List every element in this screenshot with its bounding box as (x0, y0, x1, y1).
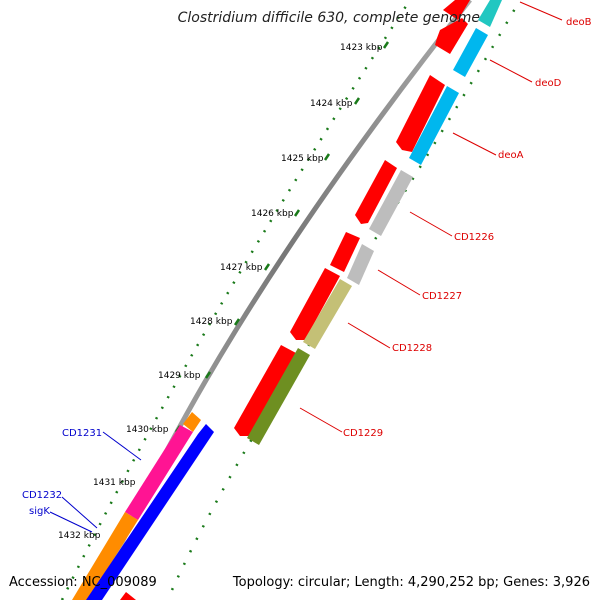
kbp-label-1424: 1424 kbp (310, 99, 353, 109)
kbp-label-1426: 1426 kbp (251, 209, 294, 219)
function-arrow-cyan-2 (409, 86, 459, 165)
tick-1424 (353, 97, 361, 105)
gene-CD1231-arrow[interactable] (86, 424, 214, 600)
genome-summary-text: Topology: circular; Length: 4,290,252 bp… (232, 575, 590, 590)
gene-deoA-arrow[interactable] (396, 75, 445, 152)
gene-label-CD1231[interactable]: CD1231 (62, 428, 102, 439)
kbp-label-1423: 1423 kbp (340, 43, 383, 53)
function-arrow-cyan-1 (453, 28, 488, 77)
leader-CD1228 (347, 322, 391, 349)
tick-1428 (233, 318, 241, 326)
function-arrow-olive (247, 348, 310, 445)
gene-deoB-arrow[interactable] (443, 0, 470, 20)
leader-deoD (489, 59, 533, 83)
gene-sigK-arrow[interactable] (120, 592, 136, 600)
leader-CD1229 (299, 407, 343, 433)
function-arrow-gray-1 (369, 170, 413, 236)
kbp-label-1431: 1431 kbp (93, 478, 136, 488)
reverse-gene-ring (72, 412, 214, 600)
gene-label-CD1232[interactable]: CD1232 (22, 490, 62, 501)
leader-CD1227 (377, 269, 421, 296)
kbp-label-1425: 1425 kbp (281, 154, 324, 164)
tick-1425 (323, 153, 331, 161)
forward-gene-ring (234, 0, 470, 436)
tick-1429 (204, 371, 212, 379)
gene-label-sigK[interactable]: sigK (29, 506, 50, 517)
gene-label-deoD[interactable]: deoD (535, 78, 562, 89)
gene-CD1228-arrow[interactable] (290, 268, 340, 340)
function-arrow-magenta (125, 425, 193, 520)
leader-CD1231 (102, 431, 142, 461)
gene-label-deoB[interactable]: deoB (566, 17, 592, 28)
leader-sigK (49, 511, 93, 533)
gene-CD1227-arrow[interactable] (330, 232, 360, 272)
kbp-label-1428: 1428 kbp (190, 317, 233, 327)
scale-track-inner (60, 0, 412, 600)
tick-1423 (382, 41, 390, 49)
gene-CD1226-arrow[interactable] (355, 160, 397, 224)
function-arrow-orange (72, 512, 138, 600)
genome-title: Clostridium difficile 630, complete geno… (177, 10, 480, 26)
function-arrow-teal (478, 0, 502, 27)
leader-CD1226 (409, 211, 453, 237)
function-arrow-orange-top (183, 412, 201, 432)
gene-label-CD1229[interactable]: CD1229 (343, 428, 383, 439)
kbp-label-1427: 1427 kbp (220, 263, 263, 273)
kbp-label-1430: 1430 kbp (126, 425, 169, 435)
gene-label-CD1226[interactable]: CD1226 (454, 232, 494, 243)
gene-label-CD1227[interactable]: CD1227 (422, 291, 462, 302)
gene-CD1229-arrow[interactable] (234, 345, 296, 436)
gene-label-deoA[interactable]: deoA (498, 150, 524, 161)
function-arrow-gray-2 (347, 244, 374, 285)
function-ring (247, 0, 502, 445)
leader-deoA (452, 132, 497, 156)
gene-label-CD1228[interactable]: CD1228 (392, 343, 432, 354)
function-arrow-khaki (303, 279, 352, 349)
accession-text: Accession: NC_009089 (9, 575, 157, 590)
kbp-label-1432: 1432 kbp (58, 531, 101, 541)
tick-1427 (263, 263, 271, 271)
leader-CD1232 (61, 496, 98, 529)
kbp-label-1429: 1429 kbp (158, 371, 201, 381)
leader-deoB (519, 1, 563, 21)
tick-1426 (293, 209, 301, 217)
gene-deoD-arrow[interactable] (435, 18, 468, 54)
